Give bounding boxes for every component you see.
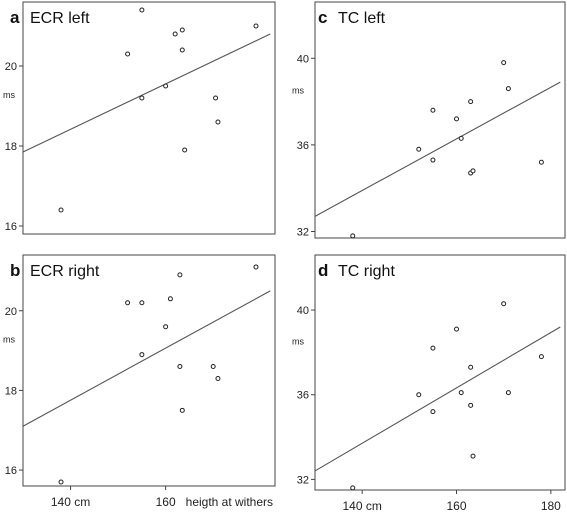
- data-point: [253, 23, 259, 29]
- data-point: [430, 107, 436, 113]
- y-tick-label: 36: [297, 140, 309, 152]
- y-unit-label: ms: [3, 90, 15, 100]
- data-point: [458, 135, 464, 141]
- panel-letter: d: [318, 261, 328, 280]
- panel-a: a ECR left 16 18 20 ms: [3, 1, 276, 235]
- panel-title: ECR left: [30, 10, 90, 27]
- y-tick-label: 16: [5, 221, 17, 233]
- panel-letter: c: [318, 8, 327, 27]
- data-point: [505, 390, 511, 396]
- panel-title: TC left: [338, 10, 386, 27]
- data-point: [350, 485, 356, 491]
- data-point: [505, 86, 511, 92]
- data-point: [139, 300, 145, 306]
- y-tick-label: 32: [297, 227, 309, 239]
- data-point: [350, 233, 356, 239]
- trend-line: [314, 81, 561, 217]
- data-point: [430, 157, 436, 163]
- x-tick-label: 180: [541, 499, 561, 513]
- y-tick-label: 32: [297, 474, 309, 486]
- panel-title: ECR right: [30, 263, 100, 280]
- panel-d: d TC right 32 36 40 ms 140 cm 160 180: [292, 254, 566, 513]
- data-point: [125, 300, 131, 306]
- data-point: [210, 364, 216, 370]
- data-point: [468, 99, 474, 105]
- plot-frame: [22, 254, 276, 487]
- x-tick-label: 140 cm: [51, 495, 90, 509]
- data-point: [468, 402, 474, 408]
- data-point: [468, 364, 474, 370]
- data-point: [538, 159, 544, 165]
- data-point: [179, 27, 185, 33]
- data-point: [215, 375, 221, 381]
- data-point: [454, 326, 460, 332]
- data-point: [179, 47, 185, 53]
- data-point: [501, 60, 507, 66]
- x-tick-label: 140 cm: [342, 499, 381, 513]
- data-point: [470, 453, 476, 459]
- data-point: [213, 95, 219, 101]
- plot-frame: [314, 1, 566, 239]
- data-point: [139, 352, 145, 358]
- panel-letter: a: [10, 8, 20, 27]
- data-point: [179, 407, 185, 413]
- data-point: [538, 354, 544, 360]
- data-point: [501, 301, 507, 307]
- data-point: [177, 272, 183, 278]
- y-unit-label: ms: [292, 86, 304, 96]
- data-point: [458, 390, 464, 396]
- x-tick-label: 160: [156, 495, 176, 509]
- data-point: [430, 345, 436, 351]
- y-tick-label: 40: [297, 305, 309, 317]
- data-point: [253, 264, 259, 270]
- data-point: [139, 95, 145, 101]
- data-point: [430, 409, 436, 415]
- panel-c: c TC left 32 36 40 ms: [292, 1, 566, 239]
- data-point: [177, 364, 183, 370]
- data-point: [125, 51, 131, 57]
- y-tick-label: 40: [297, 53, 309, 65]
- y-unit-label: ms: [292, 336, 304, 346]
- data-point: [58, 479, 64, 485]
- data-point: [470, 168, 476, 174]
- y-tick-label: 20: [5, 61, 17, 73]
- data-point: [215, 119, 221, 125]
- y-tick-label: 18: [5, 385, 17, 397]
- data-point: [167, 296, 173, 302]
- plot-frame: [314, 254, 566, 491]
- data-point: [454, 116, 460, 122]
- y-tick-label: 18: [5, 141, 17, 153]
- data-point: [163, 324, 169, 330]
- x-tick-label: 160: [446, 499, 466, 513]
- data-point: [172, 31, 178, 37]
- panel-b: b ECR right 16 18 20 ms 140 cm 160 heigth at wit…: [3, 254, 276, 509]
- data-point: [416, 146, 422, 152]
- x-axis-label: heigth at withers: [186, 495, 273, 509]
- plot-frame: [22, 1, 276, 235]
- data-point: [139, 7, 145, 13]
- trend-line: [314, 326, 561, 472]
- trend-line: [22, 33, 271, 153]
- data-point: [58, 207, 64, 213]
- y-tick-label: 36: [297, 390, 309, 402]
- panel-letter: b: [10, 261, 20, 280]
- data-point: [163, 83, 169, 89]
- y-tick-label: 20: [5, 306, 17, 318]
- y-unit-label: ms: [3, 335, 15, 345]
- panel-title: TC right: [338, 263, 395, 280]
- y-tick-label: 16: [5, 465, 17, 477]
- trend-line: [22, 290, 271, 427]
- data-point: [416, 392, 422, 398]
- data-point: [182, 147, 188, 153]
